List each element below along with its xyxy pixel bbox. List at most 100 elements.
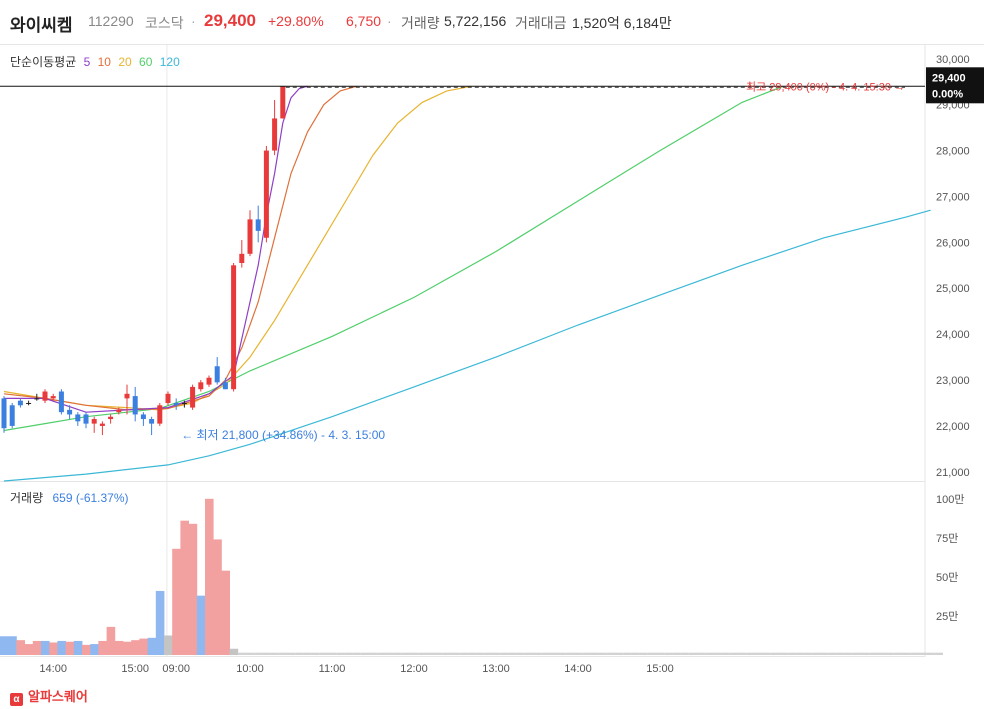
volume-bar	[246, 652, 255, 655]
y-tick-label: 25,000	[936, 283, 970, 295]
volume-bar	[155, 590, 165, 655]
volume-bar	[664, 652, 673, 655]
candle-body	[222, 382, 228, 390]
volume-bar	[713, 652, 722, 655]
separator-dot: ·	[387, 13, 392, 29]
volume-bar	[467, 652, 476, 655]
ma-legend-60[interactable]: 60	[139, 55, 153, 69]
volume-bar	[811, 652, 820, 655]
volume-bar	[885, 652, 894, 655]
volume-bar	[196, 595, 206, 655]
y-tick-label: 22,000	[936, 421, 970, 433]
volume-bar	[352, 652, 361, 655]
ma-legend-20[interactable]: 20	[118, 55, 132, 69]
price-tag	[926, 67, 984, 104]
candle-body	[1, 398, 7, 429]
volume-bar	[311, 652, 320, 655]
volume-bar	[82, 644, 91, 655]
candle-body	[247, 219, 253, 254]
volume-bar	[533, 652, 542, 655]
volume-bar	[746, 652, 755, 655]
candle-body	[231, 265, 237, 390]
brand-footer[interactable]: α 알파스퀘어	[10, 686, 88, 706]
candle-body	[124, 393, 130, 399]
change-percent: +29.80%	[268, 13, 324, 29]
volume-bar	[615, 652, 624, 655]
volume-bar	[836, 652, 845, 655]
volume-bar	[688, 652, 697, 655]
candle-body	[42, 391, 48, 401]
y-tick-label: 26,000	[936, 237, 970, 249]
volume-bar	[475, 652, 484, 655]
price-tag-value: 29,400	[932, 72, 966, 84]
volume-legend-label: 거래량	[10, 491, 44, 505]
volume-bar	[647, 652, 656, 655]
volume-bar	[49, 642, 58, 655]
volume-bar	[598, 652, 607, 655]
ma-legend-120[interactable]: 120	[159, 55, 180, 69]
volume-bar	[344, 652, 353, 655]
candle-body	[149, 419, 155, 424]
volume-bar	[926, 652, 935, 655]
volume-bar	[0, 636, 9, 655]
high-annotation: 최고 29,400 (0%) - 4. 4. 15:30 →	[746, 80, 905, 93]
volume-bar	[770, 652, 779, 655]
volume-bar	[180, 520, 189, 655]
volume-bar	[147, 637, 157, 655]
candle-body	[99, 423, 105, 426]
volume-bar	[270, 652, 279, 655]
candle-body	[165, 393, 171, 403]
stock-code: 112290	[88, 13, 134, 29]
candle-body	[91, 419, 97, 424]
candle-body	[58, 391, 64, 413]
volume-bar	[385, 652, 394, 655]
volume-bar	[328, 652, 337, 655]
ma-legend-5[interactable]: 5	[83, 55, 91, 69]
volume-bar	[631, 652, 640, 655]
volume-bar	[762, 652, 771, 655]
y-tick-label: 23,000	[936, 375, 970, 387]
volume-bar	[254, 652, 263, 655]
volume-bar	[164, 635, 173, 655]
ma120-line	[3, 209, 931, 482]
volume-bar	[639, 652, 648, 655]
candle-body	[214, 366, 220, 383]
volume-bar	[861, 652, 870, 655]
y-tick-label: 30,000	[936, 54, 970, 66]
candle-body	[239, 253, 245, 263]
candle-body	[173, 402, 179, 406]
x-tick-label: 13:00	[482, 663, 510, 675]
volume-bar	[213, 539, 222, 655]
volume-bar	[918, 652, 927, 655]
ma-legend-10[interactable]: 10	[97, 55, 111, 69]
brand-name: 알파스퀘어	[28, 689, 88, 704]
volume-bar	[492, 652, 501, 655]
candle-body	[116, 409, 122, 413]
stock-name[interactable]: 와이씨켐	[10, 16, 73, 35]
volume-bar	[574, 652, 583, 655]
ma20-line	[3, 85, 472, 411]
volume-bar	[656, 652, 665, 655]
candle-body	[206, 377, 212, 385]
volume-bar	[606, 652, 615, 655]
volume-bar	[401, 652, 410, 655]
candle-body	[108, 416, 114, 420]
volume-bar	[90, 644, 99, 655]
volume-bar	[393, 652, 402, 655]
volume-bar	[828, 652, 837, 655]
candle-body	[190, 386, 196, 408]
stock-header: 와이씨켐 112290 코스닥 · 29,400 +29.80% 6,750 ·…	[0, 0, 984, 44]
y-tick-label: 21,000	[936, 467, 970, 479]
volume-tick-label: 25만	[936, 610, 958, 623]
volume-bar	[65, 641, 75, 655]
y-tick-label: 24,000	[936, 329, 970, 341]
volume-bar	[877, 652, 886, 655]
volume-bar	[738, 652, 747, 655]
volume-bar	[803, 652, 812, 655]
volume-bar	[934, 652, 943, 655]
candle-body	[9, 405, 15, 426]
candle-body	[67, 409, 73, 415]
volume-bar	[32, 640, 42, 655]
candle-body	[83, 414, 89, 424]
